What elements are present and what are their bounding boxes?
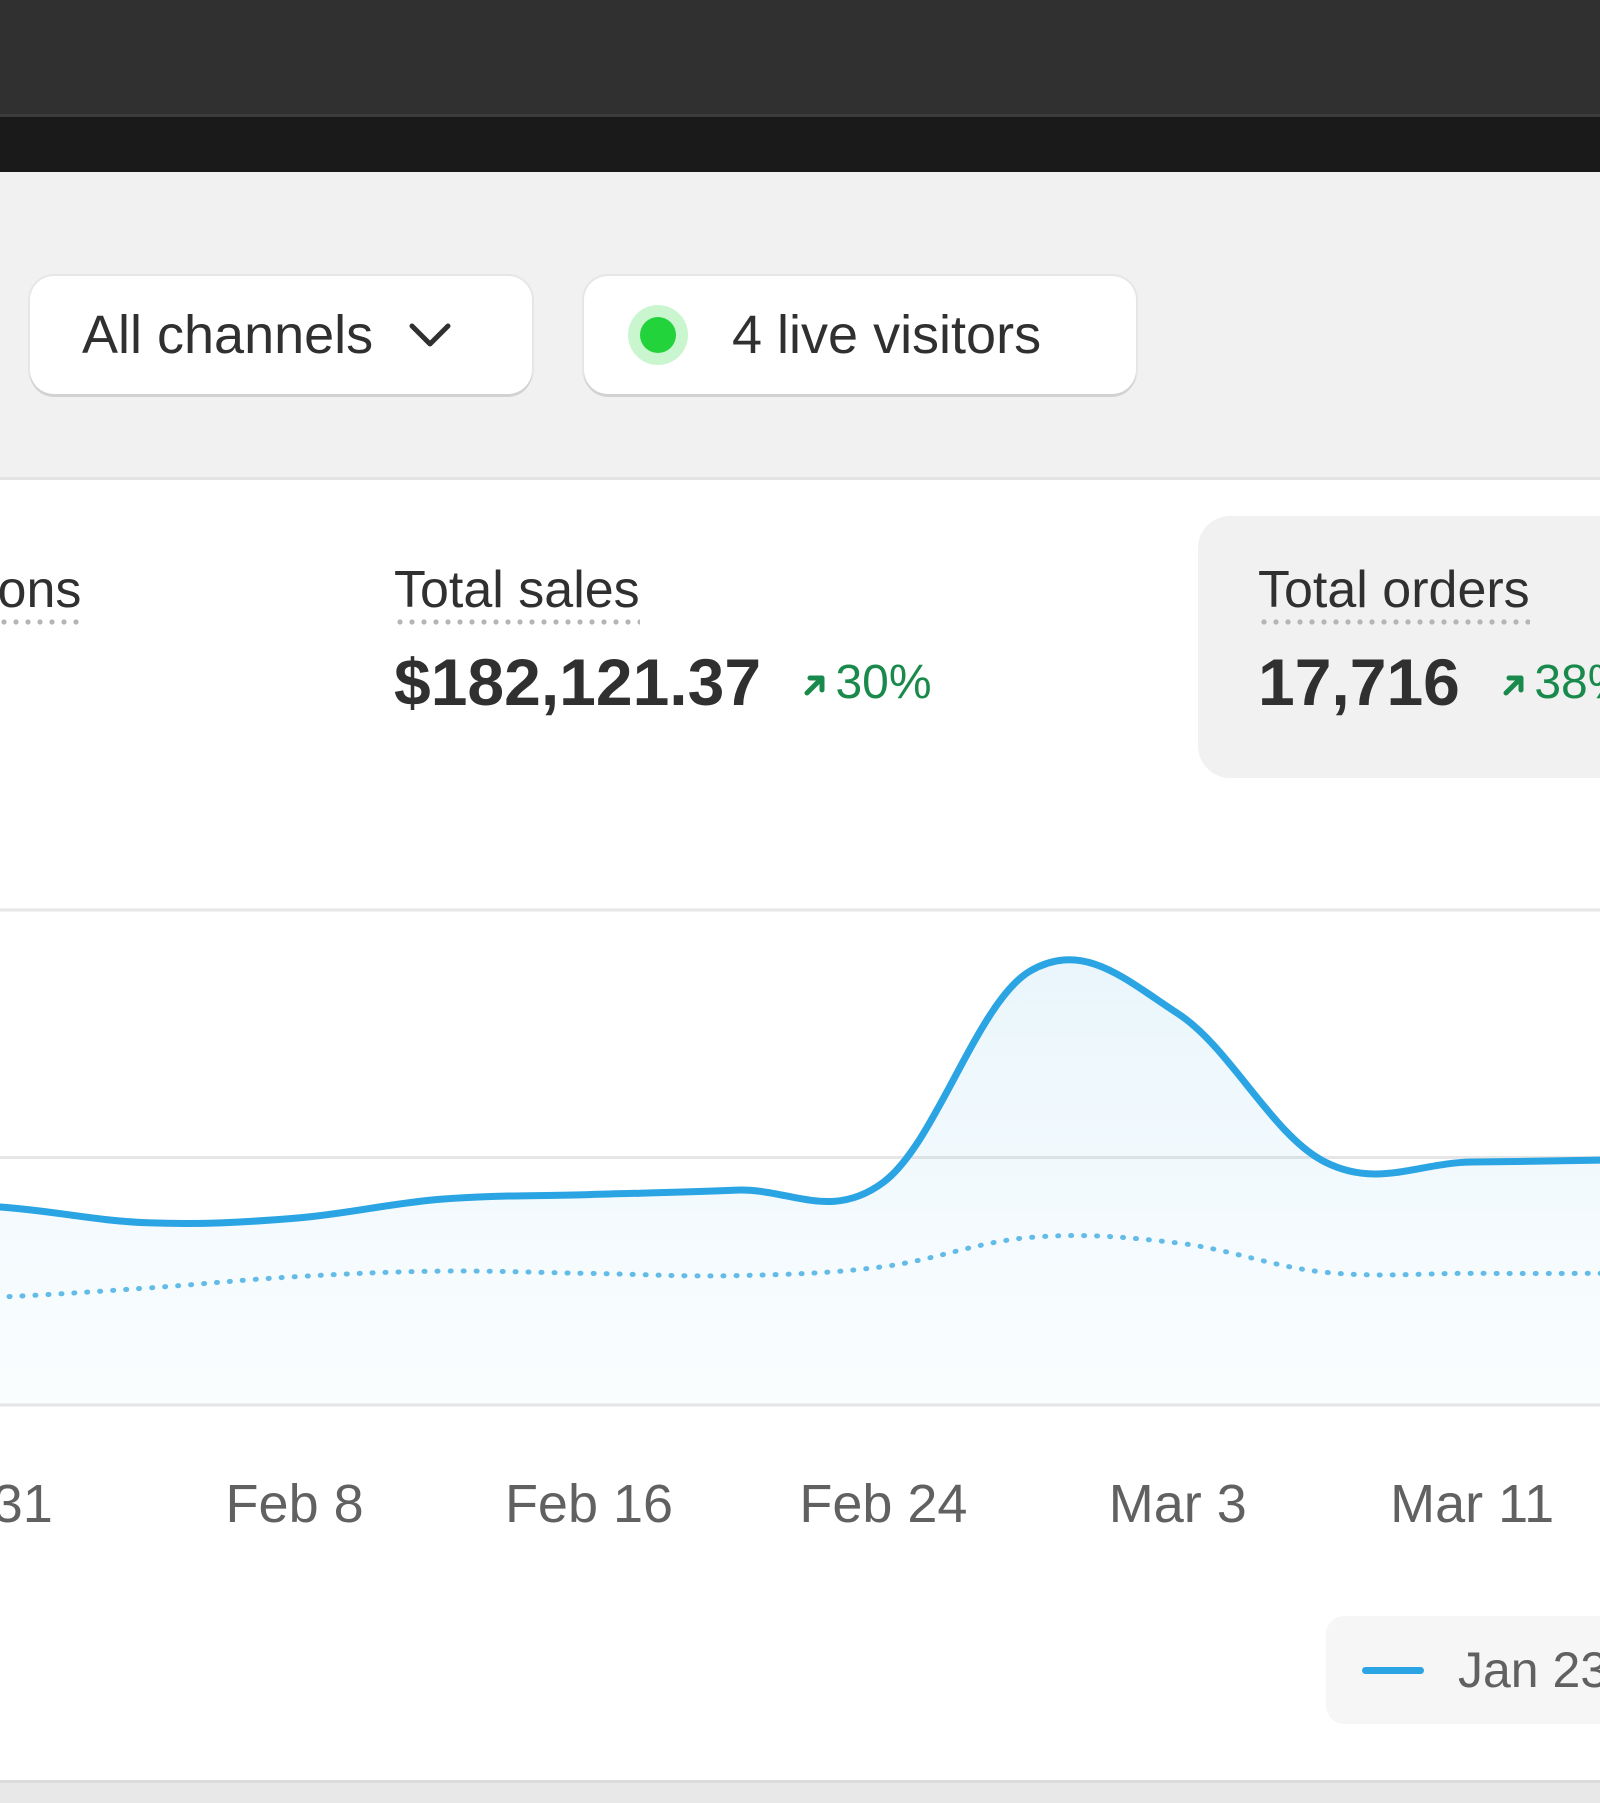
x-tick-label: Mar 11	[1390, 1474, 1554, 1534]
x-tick-label: Feb 24	[799, 1474, 967, 1534]
series-area-0	[0, 959, 1600, 1405]
channels-dropdown[interactable]: All channels	[30, 276, 532, 394]
metric-total-sales-delta: 30%	[801, 655, 932, 710]
filter-bar: All channels 4 live visitors	[0, 172, 1600, 480]
card-bottom-border	[0, 1780, 1600, 1803]
arrow-up-right-icon	[804, 675, 825, 696]
metric-total-sales[interactable]: Total sales $182,121.37 30%	[394, 560, 932, 720]
chart-legend[interactable]: Jan 23	[1326, 1616, 1600, 1724]
metric-sessions[interactable]: ions	[0, 560, 82, 626]
chevron-down-icon	[407, 312, 453, 358]
series-line-1	[0, 1233, 1600, 1300]
metric-total-orders-selected-bg	[1198, 516, 1600, 778]
x-tick-label: Mar 3	[1109, 1474, 1247, 1534]
legend-label: Jan 23	[1458, 1642, 1600, 1698]
metric-total-orders[interactable]: Total orders 17,716 38%	[1258, 560, 1600, 720]
metric-total-orders-delta: 38%	[1500, 655, 1600, 710]
x-tick-label: n 31	[0, 1474, 53, 1534]
metric-total-orders-label: Total orders	[1258, 560, 1530, 626]
series-line-0	[0, 956, 1600, 1227]
channels-dropdown-label: All channels	[82, 305, 374, 365]
top-bar	[0, 0, 1600, 114]
legend-swatch	[1362, 1666, 1424, 1674]
x-tick-label: Feb 8	[226, 1474, 364, 1534]
metric-total-sales-label: Total sales	[394, 560, 640, 626]
x-tick-label: Feb 16	[505, 1474, 673, 1534]
orders-line-chart[interactable]: n 31 Feb 8 Feb 16 Feb 24 Mar 3 Mar 11	[0, 905, 1600, 1545]
sub-bar	[0, 114, 1600, 175]
live-visitors-label: 4 live visitors	[732, 305, 1042, 365]
metric-total-sales-delta-value: 30%	[835, 655, 932, 709]
metric-total-orders-delta-value: 38%	[1534, 655, 1600, 709]
metric-total-orders-value: 17,716	[1258, 645, 1460, 719]
metric-total-sales-value: $182,121.37	[394, 645, 762, 719]
live-visitors-button[interactable]: 4 live visitors	[584, 276, 1136, 394]
metric-sessions-label: ions	[0, 560, 82, 626]
live-indicator-icon	[628, 305, 688, 365]
arrow-up-right-icon	[1503, 675, 1524, 696]
